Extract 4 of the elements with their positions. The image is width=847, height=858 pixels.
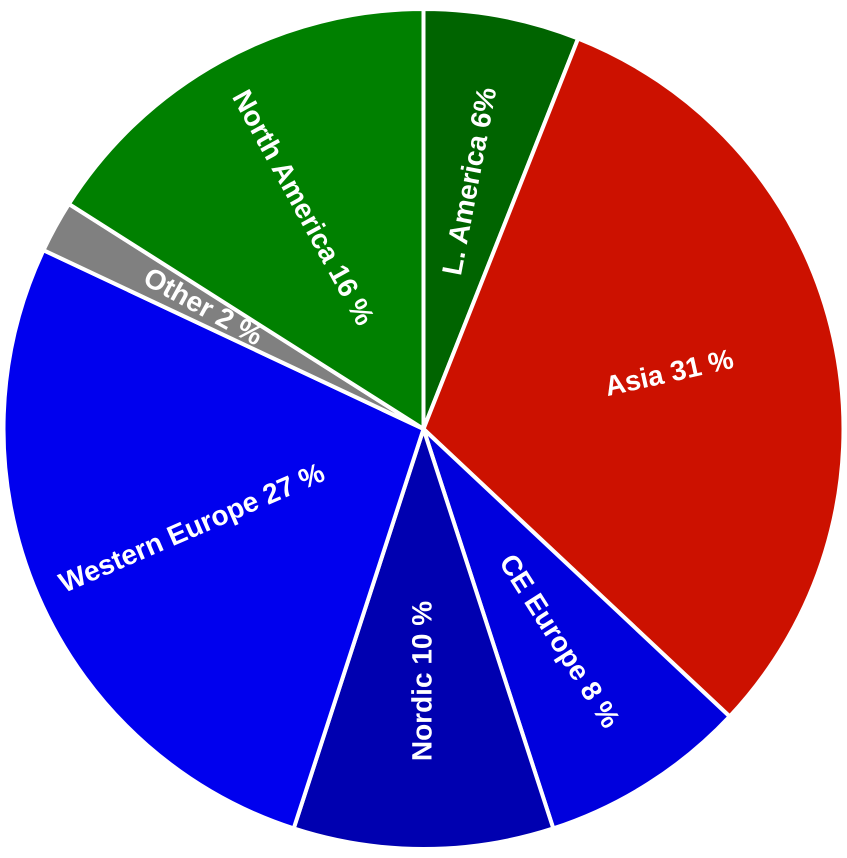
slice-label: L. America 6%: [436, 84, 502, 278]
slice-label: Asia 31 %: [602, 343, 736, 402]
slice-label: Nordic 10 %: [406, 600, 438, 762]
slice-label: Other 2 %: [138, 261, 268, 352]
